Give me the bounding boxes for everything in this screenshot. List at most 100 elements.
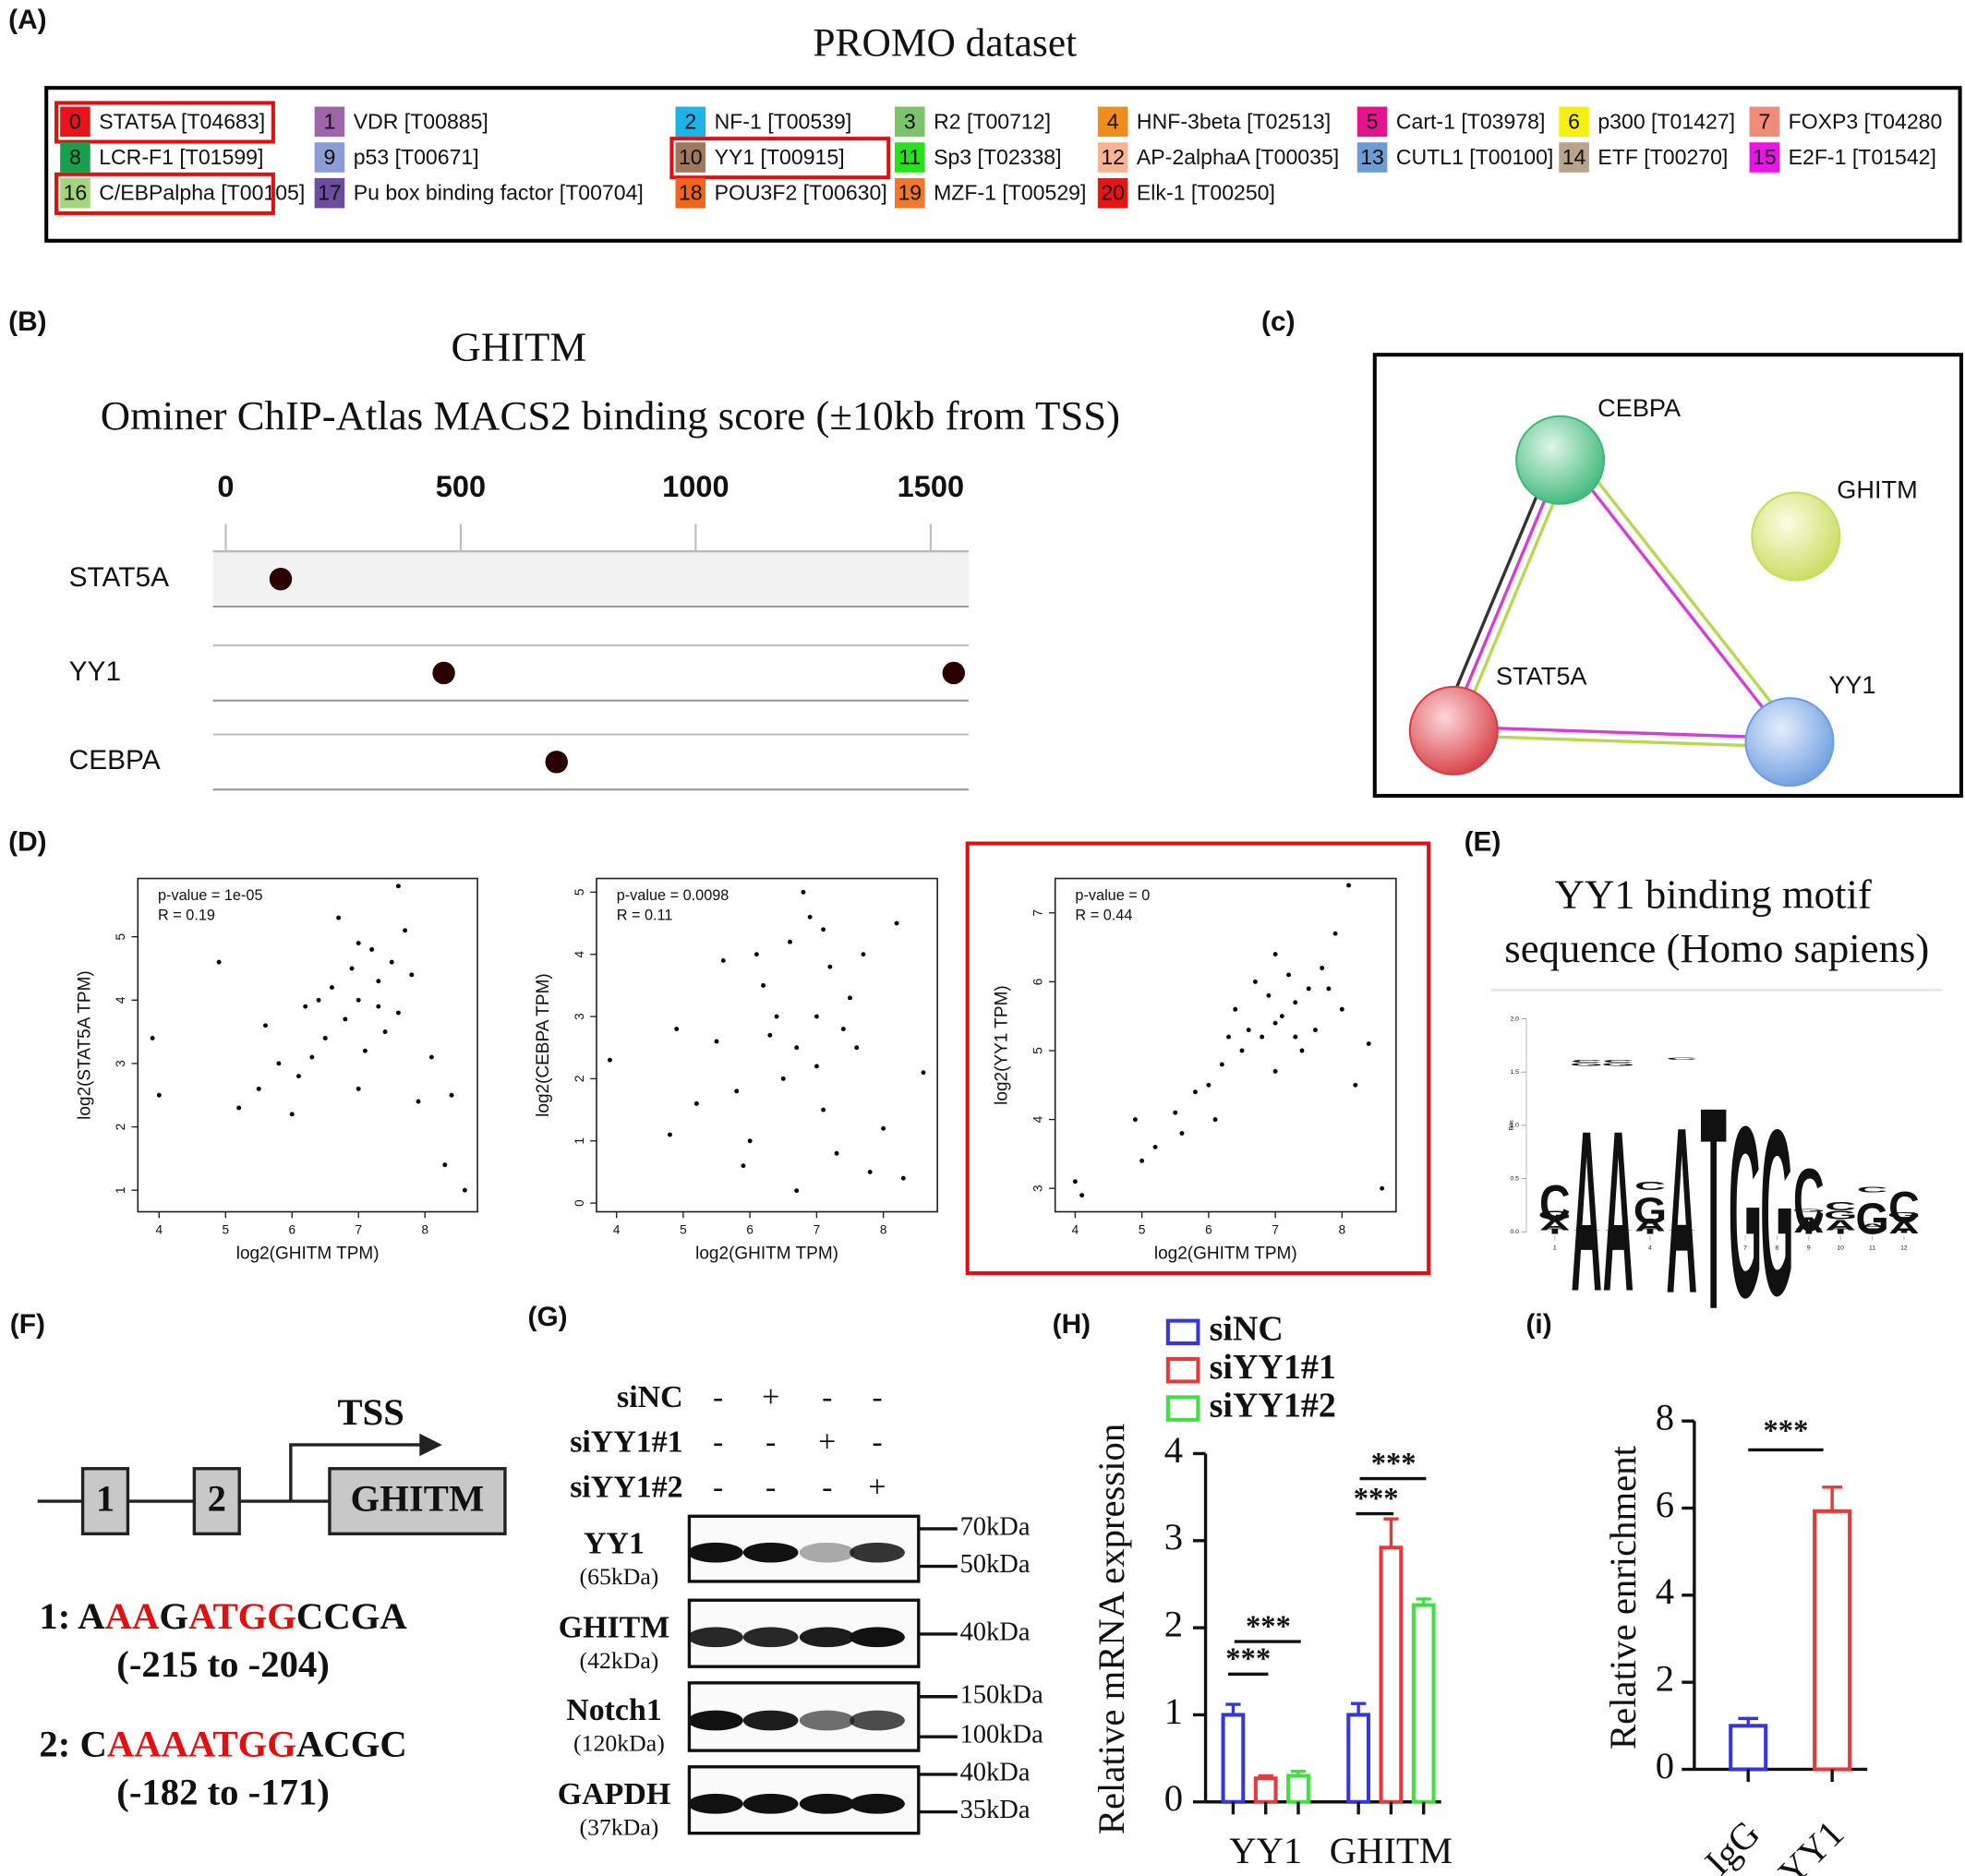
point [389, 959, 394, 965]
point [741, 1163, 746, 1169]
treatment-sign: - [713, 1471, 723, 1505]
point [794, 1188, 800, 1194]
legend-swatch [1356, 142, 1388, 173]
point [1346, 883, 1352, 888]
point [1293, 1000, 1298, 1005]
network-node [1744, 697, 1835, 788]
motif-letter: A [1539, 1218, 1571, 1233]
point [150, 1036, 155, 1040]
point [369, 946, 375, 952]
band [742, 1542, 799, 1563]
legend-number: 4 [1107, 109, 1119, 133]
y-axis-label: Relative mRNA expression [1091, 1424, 1132, 1834]
band [688, 1710, 743, 1731]
x-tick-label: 4 [1648, 1245, 1652, 1252]
y-tick-label: 5 [114, 933, 127, 941]
y-tick-label: 4 [1656, 1570, 1674, 1612]
point [462, 1187, 467, 1193]
y-tick-label: 0 [1656, 1745, 1674, 1786]
exon-label: 2 [208, 1478, 226, 1520]
point [1266, 992, 1272, 998]
treatment-sign: + [762, 1380, 779, 1414]
legend-label: POU3F2 [T00630] [715, 181, 887, 205]
point [834, 1150, 839, 1156]
motif-letter: C [1571, 1059, 1602, 1064]
point [343, 1016, 348, 1022]
y-tick-label: 6 [1656, 1484, 1674, 1525]
y-tick-label: 1.5 [1510, 1069, 1519, 1076]
legend-swatch [1097, 177, 1128, 209]
legend-label: Cart-1 [T03978] [1396, 109, 1546, 133]
point [236, 1105, 242, 1111]
legend-swatch [895, 142, 925, 173]
y-tick-label: 4 [114, 996, 127, 1004]
band [742, 1710, 799, 1731]
legend-label: ETF [T00270] [1597, 145, 1728, 169]
chart-title: GHITM [451, 323, 586, 369]
y-tick-label: 3 [1031, 1185, 1045, 1192]
point [714, 1039, 719, 1044]
legend-label: C/EBPalpha [T00105] [99, 181, 305, 205]
x-axis-label: log2(GHITM TPM) [695, 1245, 838, 1264]
x-tick-label: 5 [1680, 1245, 1683, 1252]
node-label: GHITM [1837, 475, 1917, 503]
bar [1411, 1603, 1436, 1804]
chart-title: YY1 binding motif [1555, 872, 1872, 918]
treatment-sign: + [868, 1471, 886, 1505]
point [774, 1014, 779, 1019]
band [799, 1793, 855, 1814]
point [1366, 1041, 1371, 1046]
motif-letter: G [1633, 1191, 1667, 1232]
row-label: YY1 [69, 656, 121, 687]
point [1260, 1034, 1265, 1040]
marker-label: 35kDa [960, 1796, 1031, 1824]
significance: *** [1354, 1483, 1399, 1516]
motif-letter: C [1539, 1173, 1571, 1232]
x-axis-label: log2(GHITM TPM) [236, 1245, 380, 1264]
point [1380, 1185, 1385, 1191]
marker-label: 50kDa [960, 1550, 1031, 1579]
motif-letter: G [1855, 1195, 1888, 1245]
x-tick-label: 5 [680, 1222, 687, 1236]
x-tick-label: 5 [223, 1222, 230, 1236]
legend-number: 15 [1753, 145, 1777, 169]
legend-swatch [1749, 106, 1780, 138]
y-tick-label: 2 [1656, 1657, 1674, 1699]
network-edges [1440, 450, 1795, 749]
point [316, 997, 321, 1003]
treatment-label: siYY1#2 [570, 1471, 682, 1505]
dot [545, 751, 568, 774]
point [1132, 1117, 1138, 1123]
network-node [1751, 491, 1841, 582]
y-tick-label: 1 [114, 1186, 127, 1194]
legend-swatch [314, 106, 345, 138]
legend-label: Sp3 [T02338] [934, 145, 1061, 169]
point [794, 1045, 800, 1051]
sequence-segment: G [159, 1595, 188, 1637]
motif-letter: G [1538, 1209, 1572, 1221]
point [362, 1048, 368, 1053]
dot [942, 661, 965, 685]
sequence-range: (-182 to -171) [116, 1771, 330, 1812]
y-tick-label: 7 [1031, 909, 1045, 917]
legend-swatch [1165, 1318, 1200, 1346]
band [742, 1627, 799, 1648]
point [296, 1074, 301, 1079]
x-tick-label: 4 [156, 1222, 163, 1236]
bar [1253, 1776, 1278, 1804]
annotation: p-value = 0 [1075, 887, 1150, 904]
motif-letter: A [1666, 1079, 1697, 1344]
annotation: p-value = 0.0098 [617, 887, 729, 904]
y-axis-label: Relative enrichment [1602, 1445, 1644, 1750]
x-tick-label: 7 [1272, 1222, 1279, 1236]
y-tick-label: 4 [1164, 1429, 1183, 1471]
significance: *** [1371, 1448, 1416, 1481]
motif-letter: C [1634, 1180, 1666, 1193]
annotation: p-value = 1e-05 [158, 887, 263, 904]
band [742, 1793, 799, 1814]
point [395, 1010, 401, 1016]
gene-label: GHITM [351, 1478, 485, 1520]
point [734, 1088, 740, 1094]
legend-number: 17 [318, 181, 342, 205]
x-tick-label: 10 [1837, 1245, 1844, 1252]
